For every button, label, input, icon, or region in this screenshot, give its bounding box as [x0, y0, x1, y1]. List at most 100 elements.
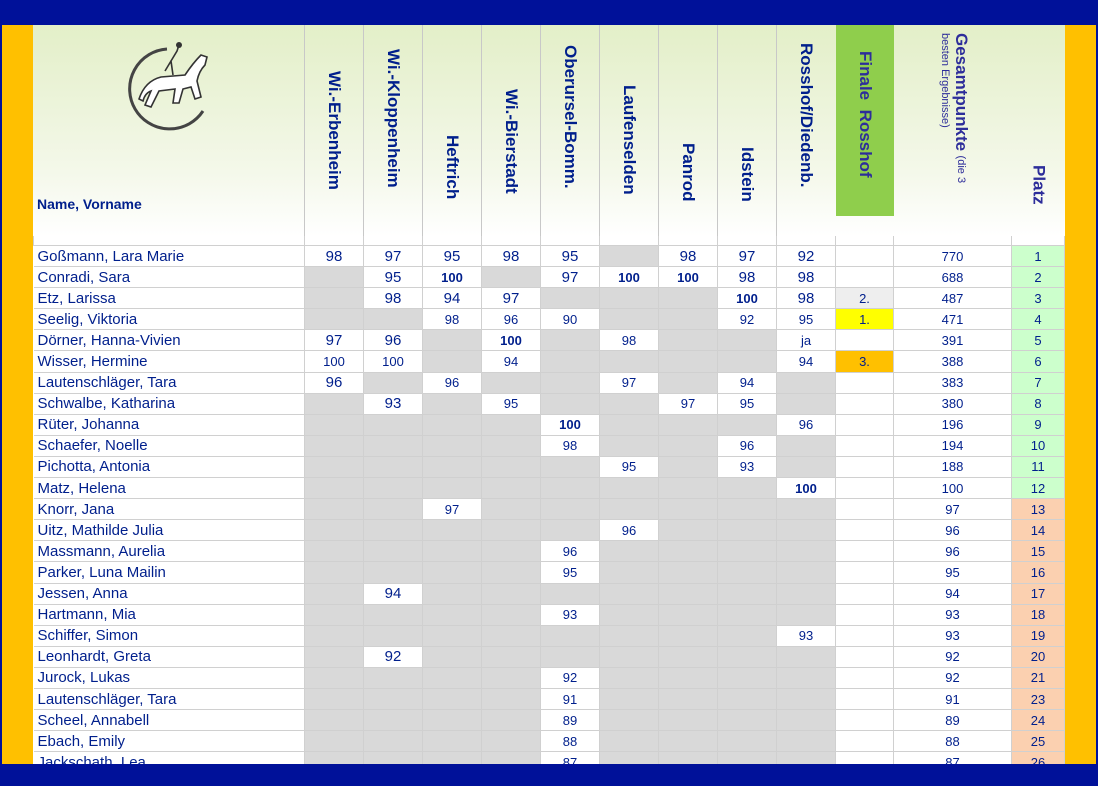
score-cell — [599, 561, 659, 584]
score-cell: 96 — [304, 371, 364, 394]
participant-name: Hartmann, Mia — [33, 603, 305, 626]
score-cell: ja — [776, 329, 836, 352]
finale-cell — [835, 687, 894, 711]
score-cell — [717, 687, 777, 711]
score-cell — [540, 498, 600, 521]
table-row: Ebach, Emily 88 88 25 — [33, 730, 1065, 753]
score-cell: 92 — [717, 308, 777, 331]
platz-rank: 13 — [1011, 498, 1065, 521]
score-cell — [658, 709, 718, 732]
score-cell — [422, 645, 482, 668]
total-points: 100 — [893, 477, 1012, 500]
score-cell: 95 — [422, 244, 482, 268]
participant-name: Seelig, Viktoria — [33, 308, 305, 331]
score-cell — [658, 561, 718, 584]
total-points: 471 — [893, 308, 1012, 331]
table-row: Jurock, Lukas 92 92 21 — [33, 666, 1065, 689]
score-cell — [717, 645, 777, 668]
platz-rank: 12 — [1011, 477, 1065, 500]
table-row: Pichotta, Antonia 95 93 188 11 — [33, 455, 1065, 479]
header-event-6: Laufenselden — [599, 25, 658, 236]
score-cell — [658, 329, 718, 352]
table-row: Schiffer, Simon 93 93 19 — [33, 624, 1065, 647]
platz-rank: 21 — [1011, 666, 1065, 689]
score-cell — [481, 434, 541, 457]
score-cell — [540, 329, 600, 352]
score-cell — [599, 434, 659, 457]
score-cell — [304, 455, 364, 479]
score-cell: 92 — [776, 244, 836, 268]
finale-cell: 3. — [835, 350, 894, 373]
score-cell — [717, 350, 777, 373]
finale-cell — [835, 730, 894, 753]
platz-rank: 4 — [1011, 308, 1065, 331]
score-cell — [776, 392, 836, 415]
total-points: 194 — [893, 434, 1012, 457]
score-cell — [658, 477, 718, 500]
platz-rank: 10 — [1011, 434, 1065, 457]
finale-cell — [835, 392, 894, 415]
dressage-horse-logo-icon — [128, 42, 208, 131]
score-cell — [422, 392, 482, 415]
header-event-9: Rosshof/Diedenb. — [776, 25, 835, 236]
table-row: Hartmann, Mia 93 93 18 — [33, 603, 1065, 626]
finale-cell: 2. — [835, 287, 894, 310]
score-cell — [658, 413, 718, 436]
results-sheet: Name, Vorname Wi.-Erbenheim Wi.-Kloppenh… — [33, 25, 1065, 774]
participant-name: Rüter, Johanna — [33, 413, 305, 436]
score-cell: 95 — [599, 455, 659, 479]
platz-rank: 14 — [1011, 519, 1065, 542]
score-cell — [304, 519, 364, 542]
platz-rank: 1 — [1011, 244, 1065, 268]
score-cell — [658, 371, 718, 394]
participant-name: Etz, Larissa — [33, 287, 305, 310]
score-cell — [304, 709, 364, 732]
participant-name: Ebach, Emily — [33, 730, 305, 753]
total-points: 92 — [893, 666, 1012, 689]
score-cell: 97 — [540, 266, 600, 289]
participant-name: Dörner, Hanna-Vivien — [33, 329, 305, 352]
platz-rank: 24 — [1011, 709, 1065, 732]
score-cell — [599, 498, 659, 521]
score-cell — [481, 498, 541, 521]
platz-rank: 9 — [1011, 413, 1065, 436]
score-cell: 97 — [481, 287, 541, 310]
score-cell — [599, 308, 659, 331]
total-points: 94 — [893, 582, 1012, 605]
score-cell — [658, 666, 718, 689]
score-cell — [304, 392, 364, 415]
score-cell: 88 — [540, 730, 600, 753]
header-event-4: Wi.-Bierstadt — [481, 25, 540, 236]
score-cell — [422, 350, 482, 373]
score-cell — [776, 371, 836, 394]
score-cell: 100 — [540, 413, 600, 436]
score-cell — [422, 709, 482, 732]
score-cell — [540, 645, 600, 668]
score-cell — [422, 687, 482, 711]
total-points: 93 — [893, 603, 1012, 626]
score-cell — [304, 477, 364, 500]
score-cell — [717, 561, 777, 584]
bottom-frame-bar — [0, 764, 1098, 786]
table-row: Goßmann, Lara Marie 98 97 95 98 95 98 97 92 770 1 — [33, 244, 1065, 268]
score-cell — [658, 582, 718, 605]
score-cell: 98 — [717, 266, 777, 289]
score-cell: 95 — [717, 392, 777, 415]
gesamtpunkte-header: Gesamtpunkte (die 3 besten Ergebnisse) — [939, 33, 971, 184]
score-cell — [658, 645, 718, 668]
right-frame-border — [1065, 25, 1098, 764]
score-cell: 95 — [540, 244, 600, 268]
score-cell — [363, 561, 423, 584]
total-points: 388 — [893, 350, 1012, 373]
platz-rank: 20 — [1011, 645, 1065, 668]
score-cell — [304, 645, 364, 668]
finale-cell — [835, 709, 894, 732]
score-cell — [481, 645, 541, 668]
score-cell — [717, 582, 777, 605]
score-cell — [717, 477, 777, 500]
score-cell — [599, 477, 659, 500]
score-cell — [422, 455, 482, 479]
table-row: Lautenschläger, Tara 91 91 23 — [33, 687, 1065, 711]
total-points: 391 — [893, 329, 1012, 352]
score-cell — [363, 540, 423, 563]
